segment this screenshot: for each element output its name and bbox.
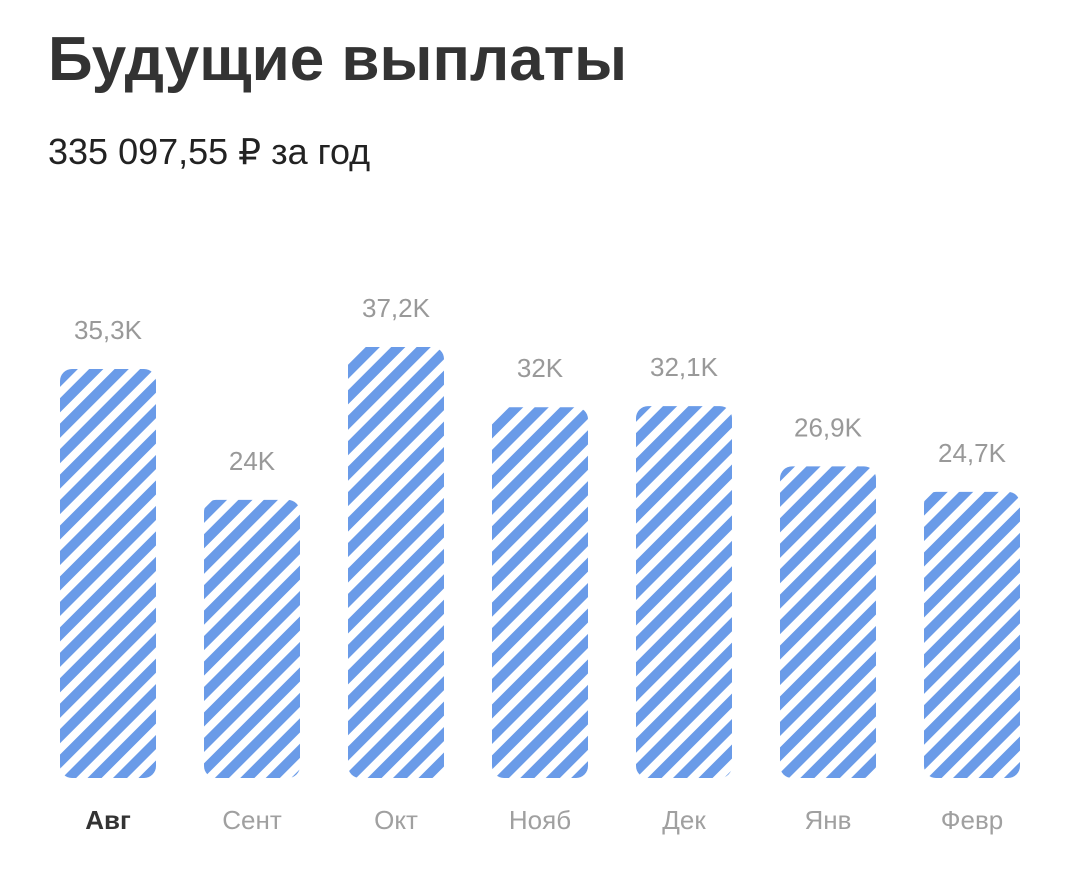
value-label: 24,7K [938, 438, 1007, 468]
value-label: 32,1K [650, 352, 719, 382]
x-tick-label: Февр [941, 805, 1004, 835]
x-tick-label: Авг [85, 805, 131, 835]
x-tick-label: Окт [374, 805, 418, 835]
bar [204, 499, 300, 778]
bar [780, 466, 876, 778]
bar [348, 347, 444, 778]
value-label: 32K [517, 353, 564, 383]
value-label: 24K [229, 446, 276, 476]
value-label: 35,3K [74, 315, 143, 345]
value-label: 37,2K [362, 293, 431, 323]
value-label: 26,9K [794, 412, 863, 442]
chart-title: Будущие выплаты [48, 25, 627, 94]
bar [924, 491, 1020, 778]
subtitle: 335 097,55 ₽ за год [48, 131, 370, 172]
bar [636, 406, 732, 778]
x-tick-label: Нояб [509, 805, 571, 835]
x-tick-label: Янв [805, 805, 852, 835]
x-tick-label: Дек [662, 805, 706, 835]
x-tick-label: Сент [222, 805, 282, 835]
bar [492, 407, 588, 778]
bar [60, 369, 156, 778]
